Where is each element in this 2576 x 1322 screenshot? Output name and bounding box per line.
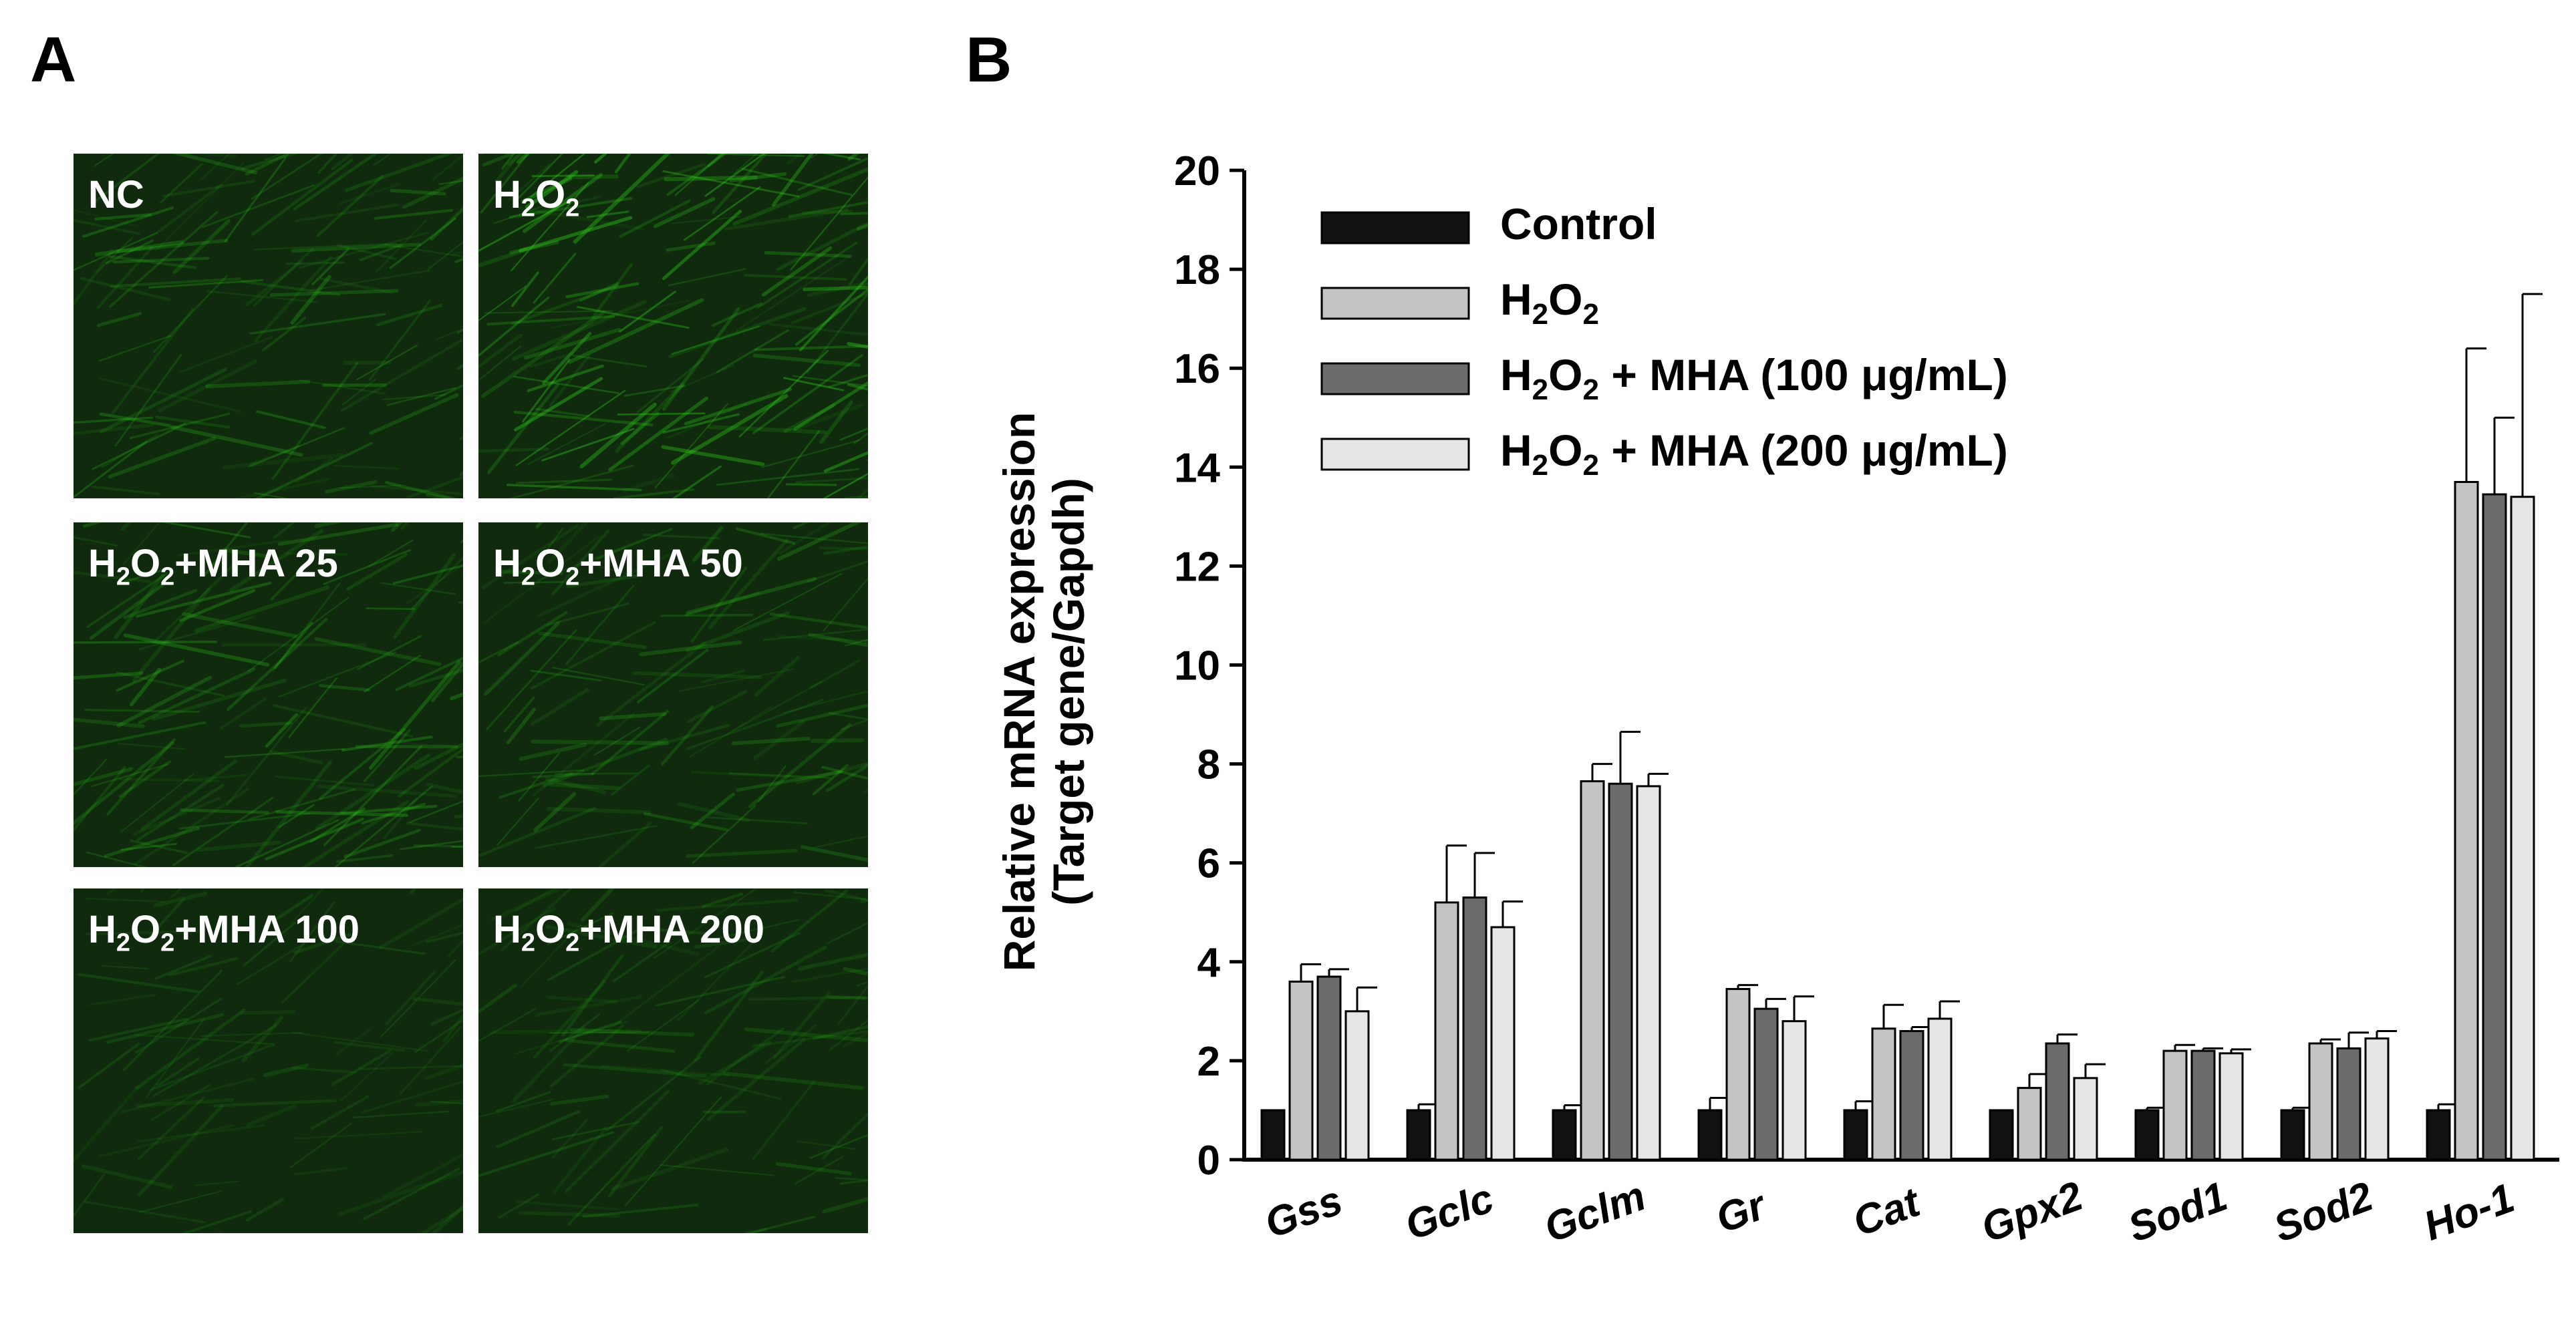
bar	[2482, 493, 2507, 1161]
micrograph-tile: H2O2	[478, 154, 868, 498]
bar	[1989, 1109, 2014, 1161]
fluorescence-texture	[478, 888, 868, 1233]
panel-b-letter: B	[966, 24, 1012, 96]
y-tick-label: 2	[1197, 1039, 1220, 1085]
micrograph-tile: H2O2+MHA 100	[74, 888, 463, 1233]
legend-swatch	[1320, 211, 1470, 244]
y-tick-label: 0	[1197, 1138, 1220, 1184]
legend-label: H2O2 + MHA (200 μg/mL)	[1500, 426, 2008, 482]
y-tick-label: 8	[1197, 742, 1220, 788]
bar	[2219, 1052, 2244, 1161]
bar	[2308, 1042, 2333, 1161]
bar	[1636, 785, 1661, 1161]
micrograph-label: H2O2	[493, 173, 580, 222]
y-axis-label: Relative mRNA expression	[994, 412, 1044, 972]
bar	[1608, 782, 1633, 1161]
bar	[2017, 1087, 2042, 1161]
x-tick-label: Gclm	[1538, 1173, 1651, 1252]
bar	[2364, 1037, 2390, 1161]
bar	[2426, 1109, 2451, 1161]
micrograph-tile: H2O2+MHA 25	[74, 522, 463, 867]
x-tick-label: Gpx2	[1975, 1173, 2088, 1252]
bar	[2510, 496, 2535, 1161]
bar	[2190, 1049, 2216, 1161]
legend-swatch	[1320, 287, 1470, 320]
x-tick-label: Gr	[1710, 1182, 1773, 1243]
x-tick-label: Sod2	[2268, 1173, 2379, 1251]
bar	[1580, 780, 1605, 1161]
bar	[1552, 1109, 1577, 1161]
y-tick-label: 14	[1174, 445, 1220, 491]
fluorescence-texture	[74, 154, 463, 498]
micrograph-label: H2O2+MHA 200	[493, 908, 764, 957]
bar	[1927, 1017, 1953, 1161]
legend-label: H2O2 + MHA (100 μg/mL)	[1500, 350, 2008, 406]
y-tick-label: 10	[1174, 643, 1220, 689]
bar	[2162, 1049, 2188, 1161]
bar	[2336, 1047, 2362, 1161]
micrograph-tile: NC	[74, 154, 463, 498]
bar	[2280, 1109, 2305, 1161]
legend-label: H2O2	[1500, 275, 1599, 331]
fluorescence-texture	[478, 522, 868, 867]
fluorescence-texture	[74, 522, 463, 867]
fluorescence-texture	[478, 154, 868, 498]
legend-swatch	[1320, 438, 1470, 471]
x-tick-label: Gss	[1259, 1177, 1348, 1247]
bar	[2045, 1042, 2070, 1161]
bar	[1871, 1027, 1896, 1161]
fluorescence-texture	[74, 888, 463, 1233]
y-tick-label: 4	[1197, 940, 1221, 986]
bar	[1406, 1109, 1431, 1161]
y-axis-label: (Target gene/Gapdh)	[1044, 478, 1093, 905]
bar	[1288, 980, 1314, 1161]
bar	[2134, 1109, 2160, 1161]
bar	[1753, 1007, 1779, 1161]
legend-label: Control	[1500, 199, 1657, 249]
bar	[1899, 1029, 1924, 1161]
micrograph-label: H2O2+MHA 50	[493, 542, 743, 591]
bar	[1725, 988, 1751, 1161]
y-tick-label: 16	[1174, 346, 1220, 392]
x-tick-label: Gclc	[1399, 1175, 1499, 1249]
x-tick-label: Cat	[1847, 1178, 1927, 1245]
y-tick-label: 6	[1197, 841, 1220, 887]
y-tick-label: 12	[1174, 544, 1220, 590]
bar	[1344, 1010, 1370, 1161]
y-tick-label: 18	[1174, 247, 1220, 293]
bar	[1434, 901, 1459, 1161]
legend-swatch	[1320, 362, 1470, 395]
bar	[1843, 1109, 1868, 1161]
micrograph-tile: H2O2+MHA 50	[478, 522, 868, 867]
bar	[1462, 896, 1487, 1161]
y-tick-label: 20	[1174, 148, 1220, 194]
bar	[1260, 1109, 1286, 1161]
bar	[1316, 975, 1342, 1161]
panel-a-letter: A	[30, 24, 77, 96]
micrograph-label: H2O2+MHA 25	[88, 542, 338, 591]
micrograph-label: H2O2+MHA 100	[88, 908, 360, 957]
bar	[1697, 1109, 1723, 1161]
x-tick-label: Ho-1	[2418, 1175, 2520, 1250]
x-tick-label: Sod1	[2122, 1173, 2233, 1251]
micrograph-tile: H2O2+MHA 200	[478, 888, 868, 1233]
bar	[1490, 926, 1516, 1161]
bar	[2073, 1077, 2098, 1161]
micrograph-label: NC	[88, 173, 144, 216]
bar	[2454, 481, 2479, 1161]
bar	[1781, 1020, 1807, 1161]
